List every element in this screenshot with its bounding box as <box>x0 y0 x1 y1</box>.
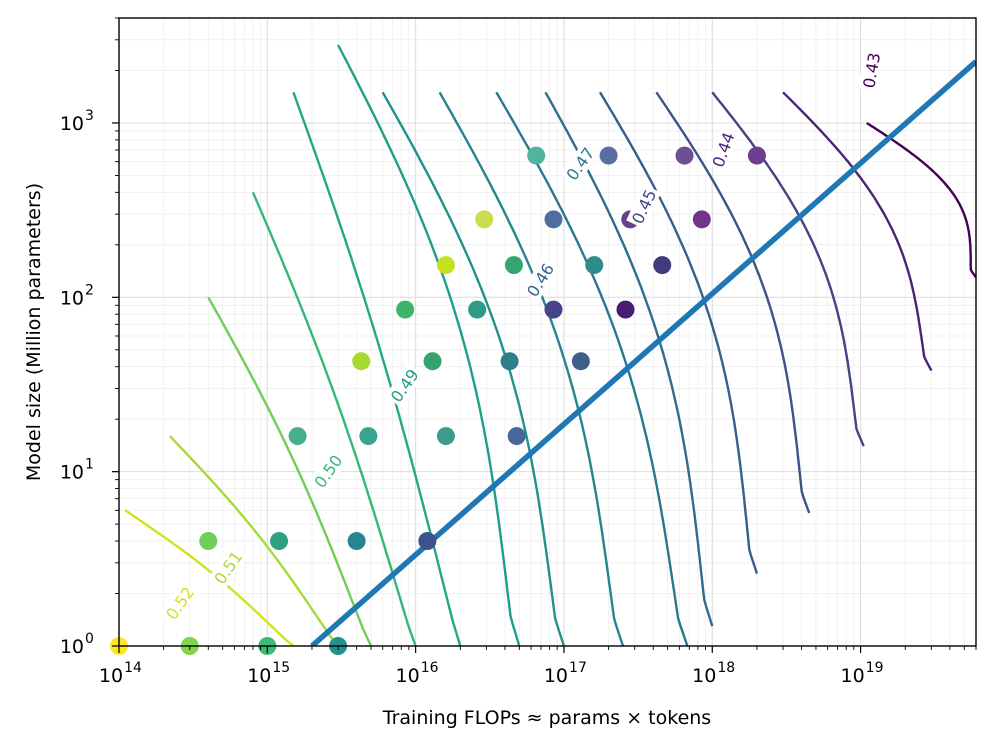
x-tick-label: 10 <box>396 665 420 687</box>
scatter-point <box>653 256 672 275</box>
x-tick-exponent: 15 <box>272 660 290 676</box>
y-tick-label: 10 <box>60 287 84 309</box>
scatter-point <box>692 210 711 229</box>
scatter-point <box>468 300 487 319</box>
x-tick-label: 10 <box>544 665 568 687</box>
x-tick-exponent: 17 <box>569 660 587 676</box>
contour-label-bg <box>208 545 248 590</box>
scatter-point <box>418 532 437 551</box>
contour-line-0.465 <box>544 91 714 627</box>
scatter-point <box>504 256 523 275</box>
y-tick-exponent: 3 <box>85 108 94 124</box>
contour-line-0.44 <box>782 91 933 372</box>
contour-line-0.49 <box>337 44 521 646</box>
x-tick-exponent: 16 <box>421 660 439 676</box>
contour-line-0.5 <box>251 191 417 646</box>
x-tick-exponent: 19 <box>866 660 884 676</box>
contour-label-bg <box>160 580 200 626</box>
contour-line-0.455 <box>655 91 811 514</box>
plot-background <box>119 18 976 646</box>
scatter-point <box>544 210 563 229</box>
x-tick-exponent: 14 <box>124 660 142 676</box>
contour-line-0.495 <box>292 91 462 646</box>
x-tick-label: 10 <box>99 665 123 687</box>
x-tick-label: 10 <box>247 665 271 687</box>
y-tick-exponent: 1 <box>85 457 94 473</box>
scatter-point <box>675 146 694 165</box>
scatter-point <box>199 532 218 551</box>
scatter-point <box>347 532 366 551</box>
contour-label-bg <box>521 257 560 303</box>
scatter-point <box>475 210 494 229</box>
contour-label-bg <box>384 363 425 408</box>
scatter-point <box>352 352 371 371</box>
scatter-point <box>507 427 526 446</box>
contour-label-bg <box>706 127 740 172</box>
scatter-point <box>571 352 590 371</box>
contour-line-0.48 <box>438 91 625 646</box>
y-tick-label: 10 <box>60 113 84 135</box>
x-axis-label: Training FLOPs ≈ params × tokens <box>382 707 711 729</box>
y-tick-label: 10 <box>60 636 84 658</box>
scatter-point <box>423 352 442 371</box>
scatter-point <box>527 146 546 165</box>
y-tick-label: 10 <box>60 462 84 484</box>
contour-line-0.51 <box>168 435 340 646</box>
scatter-point <box>436 427 455 446</box>
contour-line-0.505 <box>207 296 373 646</box>
contour-label-group: 0.43 <box>857 48 885 92</box>
contour-label-bg <box>308 449 348 494</box>
x-tick-label: 10 <box>692 665 716 687</box>
scatter-point <box>288 427 307 446</box>
scatter-point <box>500 352 519 371</box>
plot-frame <box>118 17 977 647</box>
scatter-point <box>616 300 635 319</box>
contour-line-0.43 <box>866 121 976 279</box>
scatter-point <box>599 146 618 165</box>
y-tick-exponent: 0 <box>85 631 94 647</box>
contour-label-bg <box>560 141 600 186</box>
scatter-point <box>747 146 766 165</box>
scatter-point <box>270 532 289 551</box>
y-axis-label: Model size (Million parameters) <box>23 183 45 481</box>
scatter-point <box>544 300 563 319</box>
contour-label-bg <box>857 48 885 92</box>
scatter-point <box>436 256 455 275</box>
scatter-point <box>359 427 378 446</box>
x-tick-label: 10 <box>840 665 864 687</box>
y-tick-exponent: 2 <box>85 282 94 298</box>
scatter-point <box>585 256 604 275</box>
scatter-point <box>396 300 415 319</box>
contour-line-0.46 <box>598 91 759 575</box>
x-tick-exponent: 18 <box>717 660 735 676</box>
contour-label-bg <box>626 184 662 229</box>
